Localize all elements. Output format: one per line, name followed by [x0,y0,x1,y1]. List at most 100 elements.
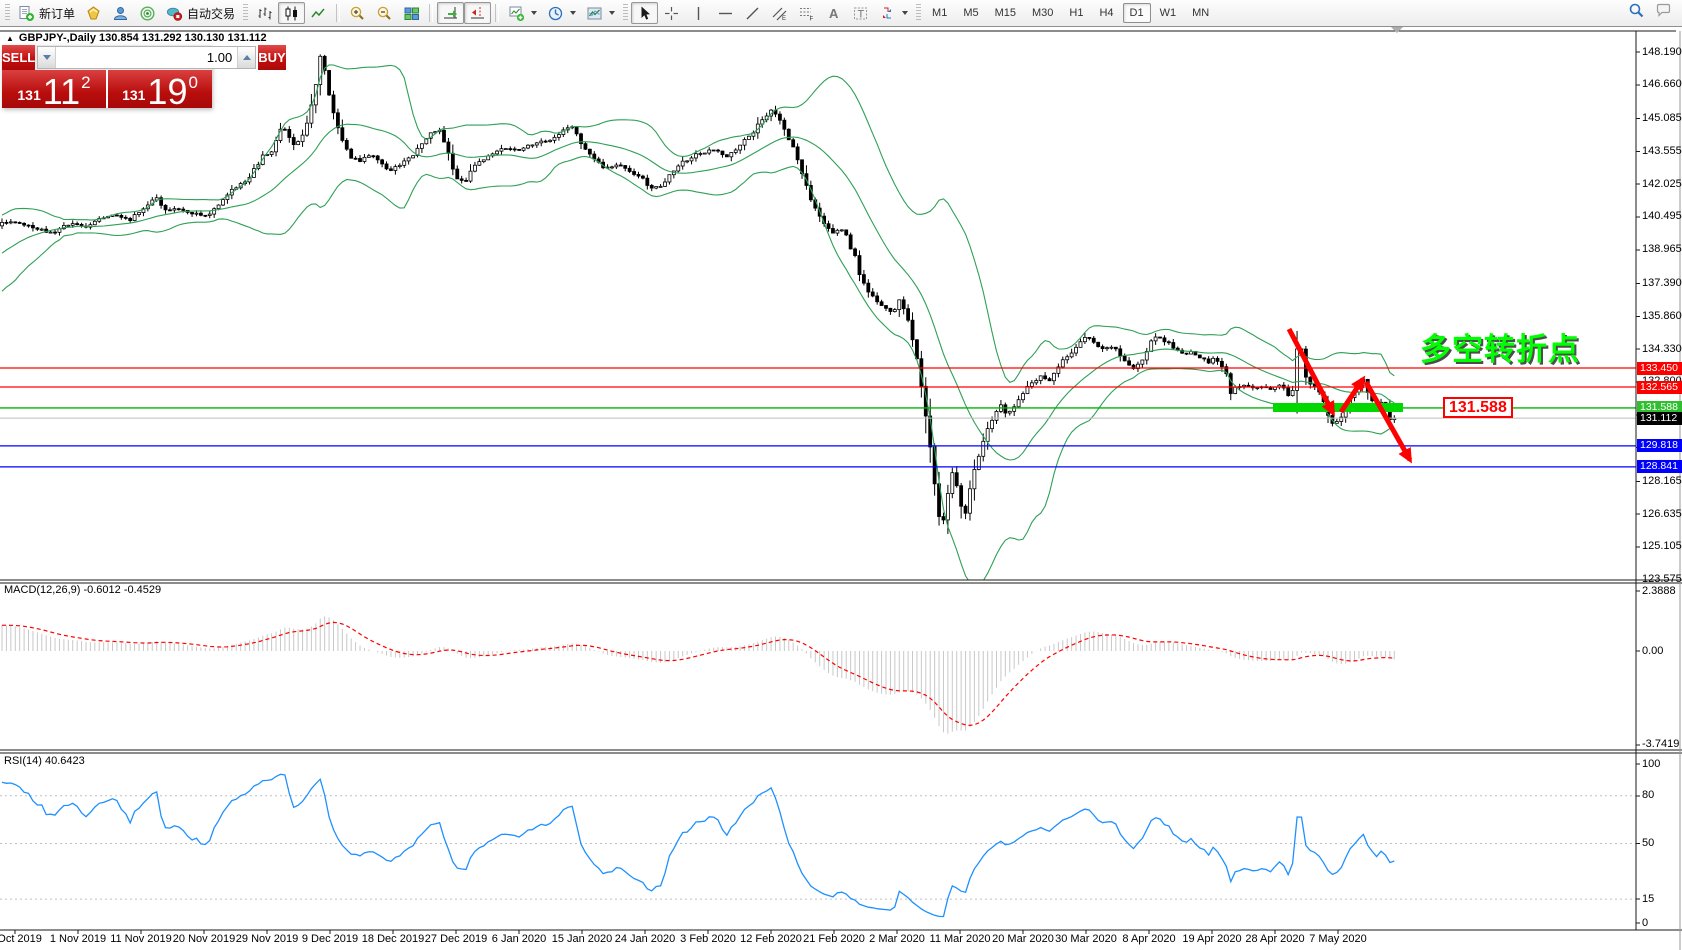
turning-point-annotation[interactable]: 多空转折点 [1420,332,1580,367]
date-axis-label[interactable]: 9 Dec 2019 [301,933,359,945]
date-axis-label[interactable]: 3 Feb 2020 [680,933,736,945]
new-order-button[interactable]: 新订单 [13,2,80,24]
date-axis-label[interactable]: 24 Jan 2020 [614,933,676,945]
support-price-label[interactable]: 131.588 [1443,397,1513,418]
templates-button[interactable] [581,2,620,24]
collapse-panel-icon[interactable]: ▲ [6,33,14,43]
price-line-badge[interactable]: 131.588 [1637,401,1682,415]
new-chart-button[interactable] [503,2,542,24]
fibonacci-icon: F [800,7,814,22]
toolbar-grip[interactable] [5,4,10,22]
tab-timeframe-h1[interactable]: H1 [1069,7,1084,19]
market-button[interactable] [80,2,107,24]
symbol-info-line: ▲ GBPJPY-,Daily 130.854 131.292 130.130 … [6,32,267,44]
cursor-button[interactable] [631,2,659,24]
auto-scroll-button[interactable] [437,2,465,24]
volume-increase-button[interactable] [237,47,256,68]
date-axis-label[interactable]: 11 Nov 2019 [110,933,172,945]
trendline-button[interactable] [739,2,766,24]
date-axis-label[interactable]: 18 Dec 2019 [361,933,425,945]
text-label-button[interactable]: T [847,2,874,24]
price-line-badge[interactable]: 129.818 [1637,439,1682,453]
crosshair-button[interactable] [658,2,685,24]
zoom-in-button[interactable] [344,2,371,24]
chart-annotations[interactable] [1273,327,1413,464]
macd-pane[interactable] [1,616,1395,734]
vertical-line-button[interactable] [685,2,712,24]
date-axis-label[interactable]: 20 Nov 2019 [172,933,236,945]
date-axis-label[interactable]: 29 Nov 2019 [235,933,299,945]
date-axis-label[interactable]: 15 Jan 2020 [551,933,613,945]
sell-button[interactable]: SELL [2,45,36,70]
date-axis-label[interactable]: 11 Mar 2020 [929,933,991,945]
main-price-pane[interactable] [0,54,1397,584]
date-axis-label[interactable]: 27 Dec 2019 [424,933,488,945]
date-axis-label[interactable]: 6 Jan 2020 [491,933,547,945]
community-button[interactable] [107,2,134,24]
chart-shift-button[interactable] [464,2,492,24]
toolbar-grip[interactable] [623,4,629,22]
text-button[interactable]: A [820,2,847,24]
trend-arrow-3[interactable] [1363,380,1413,464]
volume-decrease-button[interactable] [38,47,57,68]
buy-button[interactable]: BUY [258,45,286,70]
candlestick-chart-button[interactable] [278,2,306,24]
date-axis-label[interactable]: 12 Feb 2020 [740,933,802,945]
date-axis-label[interactable]: 1 Nov 2019 [49,933,107,945]
zoom-out-icon [377,6,391,20]
new-chart-icon [509,6,525,21]
tab-timeframe-m5[interactable]: M5 [963,7,979,19]
channel-button[interactable]: E [766,2,793,24]
volume-input[interactable] [56,47,238,68]
tab-timeframe-m1[interactable]: M1 [932,7,948,19]
tile-windows-button[interactable] [398,2,425,24]
date-axis-label[interactable]: 21 Feb 2020 [803,933,865,945]
rsi-pane[interactable] [0,773,1636,918]
buy-price-button[interactable]: 131 19 0 [108,70,212,109]
fibonacci-button[interactable]: F [793,2,820,24]
auto-trading-button[interactable]: 自动交易 [161,2,240,24]
date-axis-label[interactable]: 20 Mar 2020 [992,933,1054,945]
date-axis-label[interactable]: 7 May 2020 [1309,933,1367,945]
line-chart-button[interactable] [305,2,332,24]
arrows-button[interactable] [874,2,913,24]
periods-button[interactable] [542,2,581,24]
signals-button[interactable] [134,2,161,24]
sell-price-button[interactable]: 131 11 2 [2,70,106,109]
auto-trading-icon [166,7,183,21]
date-axis-label[interactable]: 30 Mar 2020 [1055,933,1117,945]
trend-arrow-2[interactable] [1338,375,1366,414]
date-axis-label[interactable]: 8 Apr 2020 [1122,933,1176,945]
price-line-badge[interactable]: 128.841 [1637,460,1682,474]
toolbar-grip[interactable] [916,4,922,22]
text-label-icon: T [854,7,868,20]
date-axis-label[interactable]: 19 Apr 2020 [1182,933,1242,945]
bar-chart-button[interactable] [251,2,278,24]
tab-timeframe-m30[interactable]: M30 [1032,7,1054,19]
trend-arrow-1[interactable] [1286,327,1336,417]
chat-icon[interactable] [1655,2,1672,19]
search-icon[interactable] [1628,2,1645,19]
price-line-badge[interactable]: 132.565 [1637,380,1682,394]
support-zone-bar[interactable] [1273,403,1403,412]
toolbar-grip[interactable] [243,4,249,22]
date-axis-label[interactable]: 2 Mar 2020 [869,933,925,945]
horizontal-line-button[interactable] [712,2,739,24]
date-axis-label[interactable]: 28 Apr 2020 [1245,933,1305,945]
tab-timeframe-mn[interactable]: MN [1192,7,1210,19]
zoom-out-button[interactable] [371,2,398,24]
price-line-badge[interactable]: 131.112 [1637,411,1682,425]
vertical-line-icon [697,6,700,20]
tab-timeframe-h4[interactable]: H4 [1099,7,1114,19]
pane-drag-handle-icon[interactable] [1391,27,1403,33]
price-axis-tick: 128.165 [1642,474,1682,487]
crosshair-icon [665,6,679,20]
price-line-badge[interactable]: 133.450 [1637,361,1682,375]
tab-timeframe-w1[interactable]: W1 [1159,7,1177,19]
tab-timeframe-m15[interactable]: M15 [994,7,1016,19]
tab-timeframe-d1[interactable]: D1 [1122,3,1151,23]
date-axis-label[interactable]: 3 Oct 2019 [0,933,42,945]
price-axis-tick: 143.555 [1642,144,1682,157]
